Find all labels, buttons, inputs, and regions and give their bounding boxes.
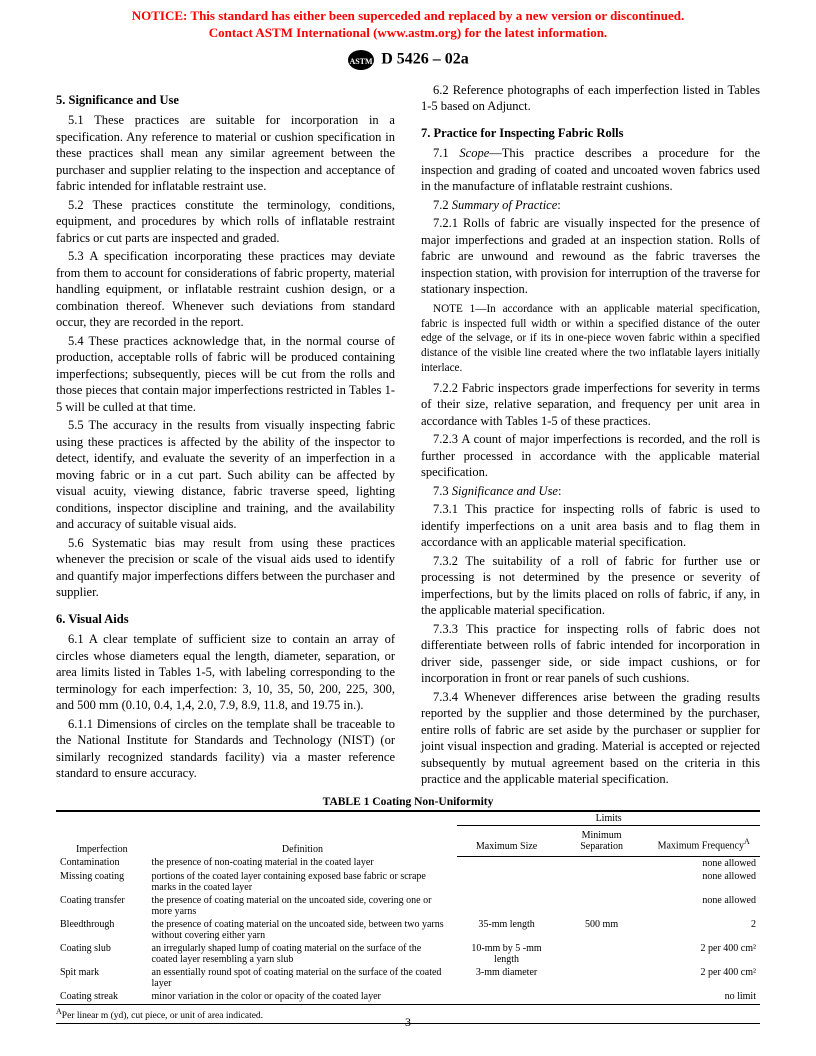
para-5-5: 5.5 The accuracy in the results from vis… — [56, 417, 395, 533]
table-cell: Contamination — [56, 856, 148, 870]
table-cell: 2 per 400 cm² — [647, 966, 760, 990]
para-7-3-3: 7.3.3 This practice for inspecting rolls… — [421, 621, 760, 687]
table-1-area: TABLE 1 Coating Non-Uniformity Imperfect… — [0, 790, 816, 1024]
table-cell: portions of the coated layer containing … — [148, 870, 458, 894]
table-cell: 2 per 400 cm² — [647, 942, 760, 966]
th-imperfection: Imperfection — [56, 811, 148, 856]
para-7-1: 7.1 Scope—This practice describes a proc… — [421, 145, 760, 195]
para-7-2-1: 7.2.1 Rolls of fabric are visually inspe… — [421, 215, 760, 298]
table-cell: 3-mm diameter — [457, 966, 556, 990]
th-maxfreq-sup: A — [744, 837, 750, 846]
section-7-title: 7. Practice for Inspecting Fabric Rolls — [421, 125, 760, 142]
table-1-title: TABLE 1 Coating Non-Uniformity — [56, 796, 760, 808]
para-7-2: 7.2 Summary of Practice: — [421, 197, 760, 214]
table-cell: 35-mm length — [457, 918, 556, 942]
para-7-2-num: 7.2 — [433, 198, 452, 212]
para-6-1-1: 6.1.1 Dimensions of circles on the templ… — [56, 716, 395, 782]
table-cell: the presence of coating material on the … — [148, 918, 458, 942]
table-cell: 2 — [647, 918, 760, 942]
table-1: Imperfection Definition Limits Maximum S… — [56, 811, 760, 1005]
right-column: 6.2 Reference photographs of each imperf… — [421, 82, 760, 790]
table-cell: the presence of non-coating material in … — [148, 856, 458, 870]
th-minsep: Minimum Separation — [556, 825, 648, 856]
th-maxfreq-text: Maximum Frequency — [658, 841, 744, 852]
note-1-prefix: NOTE 1— — [433, 303, 486, 315]
table-cell — [556, 856, 648, 870]
two-column-body: 5. Significance and Use 5.1 These practi… — [0, 82, 816, 790]
para-7-2-suffix: : — [557, 198, 560, 212]
para-7-3-suffix: : — [558, 484, 561, 498]
table-cell: an irregularly shaped lump of coating ma… — [148, 942, 458, 966]
para-5-6: 5.6 Systematic bias may result from usin… — [56, 535, 395, 601]
table-cell: Spit mark — [56, 966, 148, 990]
para-7-3-4: 7.3.4 Whenever differences arise between… — [421, 689, 760, 788]
scope-label: Scope — [459, 146, 489, 160]
table-cell — [457, 894, 556, 918]
table-cell — [556, 990, 648, 1005]
th-maxfreq: Maximum FrequencyA — [647, 825, 760, 856]
table-cell: Missing coating — [56, 870, 148, 894]
table-cell: Bleedthrough — [56, 918, 148, 942]
table-cell: minor variation in the color or opacity … — [148, 990, 458, 1005]
svg-text:ASTM: ASTM — [350, 57, 374, 66]
astm-logo-icon: ASTM — [347, 48, 375, 72]
table-cell: none allowed — [647, 856, 760, 870]
th-definition: Definition — [148, 811, 458, 856]
table-cell: 10-mm by 5 -mm length — [457, 942, 556, 966]
table-cell — [457, 870, 556, 894]
th-maxsize: Maximum Size — [457, 825, 556, 856]
table-row: Missing coatingportions of the coated la… — [56, 870, 760, 894]
para-6-2: 6.2 Reference photographs of each imperf… — [421, 82, 760, 115]
table-cell — [457, 990, 556, 1005]
th-limits: Limits — [457, 811, 760, 825]
designation: D 5426 – 02a — [381, 50, 469, 67]
para-5-2: 5.2 These practices constitute the termi… — [56, 197, 395, 247]
para-5-1: 5.1 These practices are suitable for inc… — [56, 112, 395, 195]
table-cell: Coating streak — [56, 990, 148, 1005]
left-column: 5. Significance and Use 5.1 These practi… — [56, 82, 395, 790]
table-row: Spit markan essentially round spot of co… — [56, 966, 760, 990]
table-row: Coating transferthe presence of coating … — [56, 894, 760, 918]
section-5-title: 5. Significance and Use — [56, 92, 395, 109]
table-1-body: Contaminationthe presence of non-coating… — [56, 856, 760, 1004]
para-7-3-num: 7.3 — [433, 484, 452, 498]
table-cell: 500 mm — [556, 918, 648, 942]
siguse-label: Significance and Use — [452, 484, 558, 498]
notice-banner: NOTICE: This standard has either been su… — [0, 0, 816, 42]
table-cell: none allowed — [647, 870, 760, 894]
para-7-3-1: 7.3.1 This practice for inspecting rolls… — [421, 501, 760, 551]
para-5-4: 5.4 These practices acknowledge that, in… — [56, 333, 395, 416]
table-cell: Coating transfer — [56, 894, 148, 918]
table-cell — [556, 966, 648, 990]
table-cell: no limit — [647, 990, 760, 1005]
section-6-title: 6. Visual Aids — [56, 611, 395, 628]
table-row: Contaminationthe presence of non-coating… — [56, 856, 760, 870]
table-cell — [556, 870, 648, 894]
table-cell: none allowed — [647, 894, 760, 918]
table-cell — [556, 942, 648, 966]
para-7-3-2: 7.3.2 The suitability of a roll of fabri… — [421, 553, 760, 619]
para-7-2-2: 7.2.2 Fabric inspectors grade imperfecti… — [421, 380, 760, 430]
table-cell: the presence of coating material on the … — [148, 894, 458, 918]
para-7-1-num: 7.1 — [433, 146, 459, 160]
table-row: Bleedthroughthe presence of coating mate… — [56, 918, 760, 942]
para-7-3: 7.3 Significance and Use: — [421, 483, 760, 500]
table-cell: an essentially round spot of coating mat… — [148, 966, 458, 990]
para-7-2-3: 7.2.3 A count of major imperfections is … — [421, 431, 760, 481]
para-5-3: 5.3 A specification incorporating these … — [56, 248, 395, 331]
table-row: Coating sluban irregularly shaped lump o… — [56, 942, 760, 966]
notice-line2: Contact ASTM International (www.astm.org… — [209, 25, 607, 40]
summary-label: Summary of Practice — [452, 198, 558, 212]
page-number: 3 — [0, 1015, 816, 1030]
table-row: Coating streakminor variation in the col… — [56, 990, 760, 1005]
table-cell — [556, 894, 648, 918]
table-cell: Coating slub — [56, 942, 148, 966]
table-cell — [457, 856, 556, 870]
para-6-1: 6.1 A clear template of sufficient size … — [56, 631, 395, 714]
note-1: NOTE 1—In accordance with an applicable … — [421, 302, 760, 376]
doc-header: ASTM D 5426 – 02a — [0, 48, 816, 72]
notice-line1: NOTICE: This standard has either been su… — [132, 8, 684, 23]
